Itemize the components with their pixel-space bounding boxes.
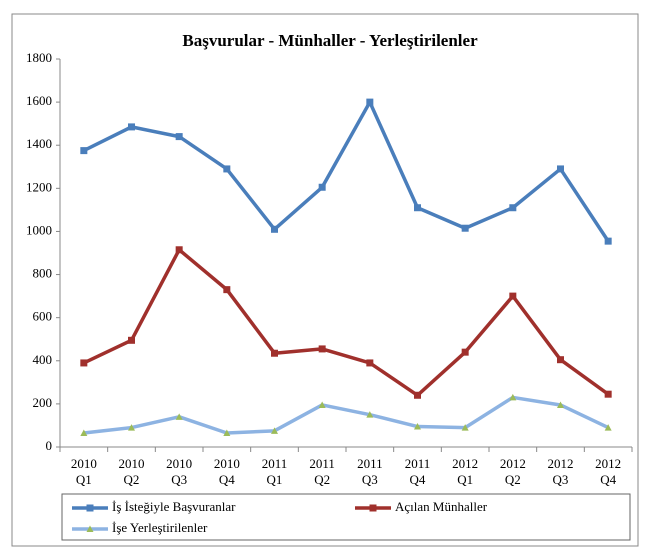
marker	[128, 336, 135, 344]
marker	[271, 225, 278, 233]
marker	[223, 286, 231, 294]
x-tick-line: 2012	[452, 456, 478, 471]
x-tick-line: 2011	[262, 456, 288, 471]
legend-label: İş İsteğiyle Başvuranlar	[112, 499, 236, 514]
legend-marker	[86, 504, 94, 512]
marker	[80, 429, 88, 436]
marker	[557, 401, 564, 408]
y-tick-label: 200	[33, 395, 53, 410]
x-tick-line: 2010	[214, 456, 240, 471]
series-line	[83, 395, 609, 435]
x-tick-line: Q3	[362, 472, 378, 487]
marker	[414, 423, 421, 430]
x-tick-line: 2012	[500, 456, 526, 471]
x-tick-line: 2010	[166, 456, 192, 471]
marker	[175, 133, 183, 141]
x-tick-line: Q2	[314, 472, 330, 487]
marker	[318, 183, 326, 191]
x-tick-line: 2010	[119, 456, 145, 471]
marker	[175, 246, 183, 254]
marker	[175, 413, 183, 420]
x-tick-line: 2011	[309, 456, 335, 471]
marker	[414, 204, 421, 212]
y-tick-label: 1400	[26, 136, 52, 151]
x-tick-line: 2011	[405, 456, 431, 471]
legend-label: İşe Yerleştirilenler	[112, 520, 208, 535]
y-tick-label: 0	[46, 438, 53, 453]
chart-frame	[11, 13, 639, 547]
legend-marker	[86, 525, 94, 532]
x-tick-line: Q4	[410, 472, 426, 487]
x-tick-label: 2011 Q1	[262, 456, 288, 487]
series-line	[83, 100, 610, 243]
marker	[318, 401, 326, 408]
marker	[366, 359, 374, 367]
marker	[366, 411, 374, 418]
y-tick-label: 1600	[26, 93, 52, 108]
y-tick-label: 1800	[26, 50, 52, 65]
x-tick-label: 2010 Q3	[166, 456, 192, 487]
chart-title: Başvurular - Münhaller - Yerleştirilenle…	[182, 31, 478, 50]
x-tick-label: 2010 Q1	[71, 456, 97, 487]
x-tick-label: 2012 Q3	[548, 456, 574, 487]
marker	[557, 356, 564, 364]
marker	[509, 393, 517, 401]
x-tick-line: Q1	[457, 472, 473, 487]
x-tick-label: 2011 Q4	[405, 456, 431, 487]
marker	[604, 237, 612, 245]
marker	[271, 427, 278, 434]
x-tick-label: 2012 Q1	[452, 456, 478, 487]
marker	[366, 98, 374, 106]
x-tick-line: Q1	[76, 472, 92, 487]
y-tick-label: 1200	[26, 179, 52, 194]
x-tick-line: 2012	[595, 456, 621, 471]
marker	[461, 224, 469, 232]
marker	[414, 391, 421, 399]
x-tick-line: Q2	[124, 472, 140, 487]
marker	[80, 147, 88, 155]
x-tick-line: Q4	[600, 472, 616, 487]
x-tick-line: 2012	[548, 456, 574, 471]
x-tick-line: Q1	[267, 472, 283, 487]
marker	[128, 123, 135, 131]
marker	[557, 165, 564, 173]
marker	[271, 349, 278, 357]
marker	[461, 348, 469, 356]
x-tick-label: 2010 Q2	[119, 456, 145, 487]
y-tick-label: 800	[33, 266, 53, 281]
marker	[318, 345, 326, 353]
x-tick-line: Q3	[171, 472, 187, 487]
x-tick-label: 2011 Q3	[357, 456, 383, 487]
marker	[604, 390, 612, 398]
y-tick-label: 600	[33, 309, 53, 324]
marker	[509, 292, 517, 300]
x-tick-line: Q4	[219, 472, 235, 487]
marker	[80, 359, 88, 367]
marker	[509, 204, 517, 212]
x-tick-line: Q3	[553, 472, 569, 487]
marker	[461, 424, 469, 431]
marker	[128, 424, 135, 431]
marker	[223, 165, 231, 173]
x-tick-label: 2012 Q2	[500, 456, 526, 487]
marker	[223, 429, 231, 436]
legend-box	[61, 493, 631, 541]
y-tick-label: 1000	[26, 222, 52, 237]
y-tick-label: 400	[33, 352, 53, 367]
x-tick-line: 2011	[357, 456, 383, 471]
x-tick-label: 2012 Q4	[595, 456, 621, 487]
legend-marker	[369, 504, 377, 512]
x-tick-label: 2011 Q2	[309, 456, 335, 487]
x-tick-line: Q2	[505, 472, 521, 487]
marker	[604, 424, 612, 431]
series-line	[83, 248, 610, 398]
x-tick-line: 2010	[71, 456, 97, 471]
legend-label: Açılan Münhaller	[395, 499, 488, 514]
x-tick-label: 2010 Q4	[214, 456, 240, 487]
